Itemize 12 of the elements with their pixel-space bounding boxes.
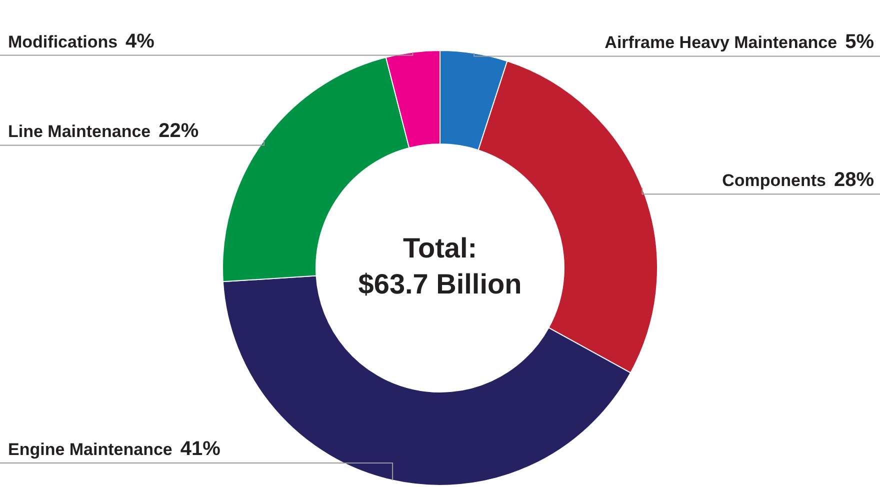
slice-label: Line Maintenance	[8, 122, 151, 142]
slice-label: Airframe Heavy Maintenance	[604, 33, 838, 52]
data-label: 28%	[834, 169, 874, 192]
text: $63.7 Billion	[358, 268, 522, 300]
data-label: 5%	[845, 31, 874, 54]
text: Total:	[402, 232, 478, 264]
slice-label: Components	[722, 171, 826, 190]
data-label: 41%	[180, 438, 221, 460]
slice-label: Modifications	[8, 32, 118, 52]
data-label: 22%	[158, 120, 199, 142]
slice-label: Engine Maintenance	[8, 440, 172, 459]
data-label: 4%	[126, 30, 155, 52]
